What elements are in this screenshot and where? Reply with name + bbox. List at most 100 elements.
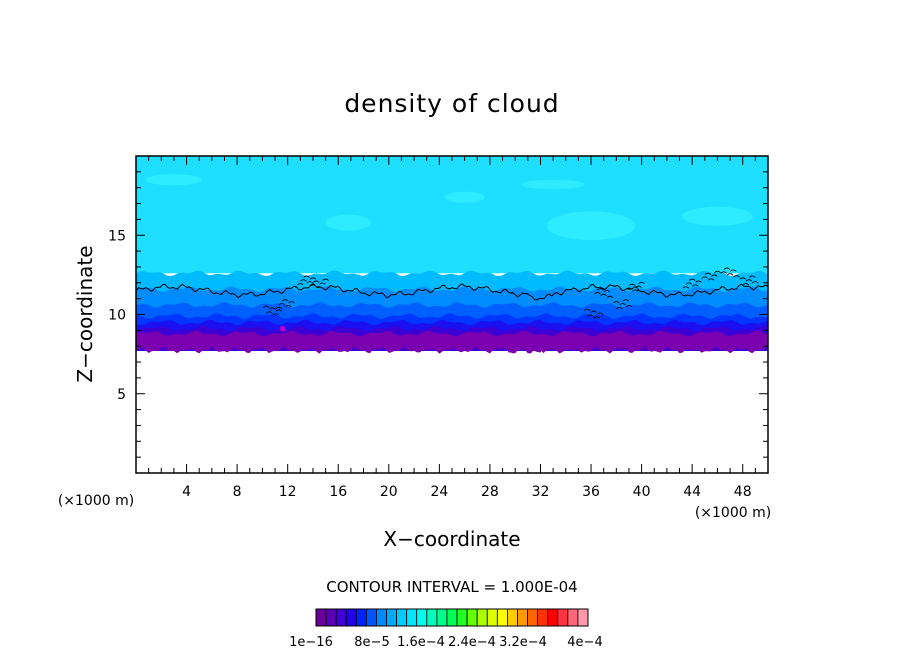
x-tick-label: 36 bbox=[582, 484, 600, 500]
contour-wiggle bbox=[622, 299, 630, 302]
contour-wiggle bbox=[322, 278, 329, 281]
colorbar-swatch bbox=[476, 608, 488, 627]
colorbar-swatch bbox=[486, 608, 498, 627]
contour-wiggle bbox=[300, 279, 307, 282]
y-tick-label: 15 bbox=[108, 228, 126, 244]
colorbar-label: 4e−4 bbox=[567, 635, 602, 650]
x-tick-label: 28 bbox=[481, 484, 499, 500]
colorbar-swatch bbox=[537, 608, 549, 627]
contour-wiggle bbox=[285, 304, 292, 308]
contour-wiggle bbox=[723, 267, 731, 270]
colorbar-swatch bbox=[406, 608, 418, 627]
x-tick-label: 40 bbox=[633, 484, 651, 500]
colorbar-swatch bbox=[355, 608, 367, 627]
contour-wiggle bbox=[631, 289, 639, 292]
contour-wiggle bbox=[714, 270, 721, 273]
cloud-density-field bbox=[136, 156, 768, 354]
contour-wiggle bbox=[695, 280, 702, 283]
contour-wiggle bbox=[597, 288, 604, 291]
contour-wiggle bbox=[309, 277, 317, 280]
contour-speckles bbox=[262, 267, 759, 319]
contour-wiggle bbox=[616, 306, 623, 310]
contour-interval: CONTOUR INTERVAL = 1.000E-04 bbox=[326, 578, 577, 596]
x-tick-label: 48 bbox=[734, 484, 752, 500]
colorbar-swatch bbox=[446, 608, 458, 627]
colorbar-swatch bbox=[577, 608, 589, 627]
colorbar-swatch bbox=[567, 608, 579, 627]
contour-wiggle bbox=[745, 279, 753, 282]
contour-wiggle bbox=[600, 293, 607, 297]
x-tick-label: 24 bbox=[430, 484, 448, 500]
contour-wiggle bbox=[278, 303, 286, 306]
cloud-region-upper bbox=[136, 156, 768, 274]
colorbar-swatch bbox=[315, 608, 327, 627]
colorbar-swatch bbox=[396, 608, 408, 627]
colorbar-swatch bbox=[557, 608, 569, 627]
contour-wiggle bbox=[625, 304, 633, 308]
cloud-light-patch bbox=[325, 214, 372, 231]
density-spot bbox=[279, 325, 286, 332]
cloud-light-patch bbox=[444, 191, 485, 203]
contour-wiggle bbox=[319, 282, 326, 285]
contour-wiggle bbox=[594, 291, 601, 295]
plot-area bbox=[135, 155, 769, 474]
colorbar-swatch bbox=[335, 608, 347, 627]
cloud-light-patch bbox=[682, 206, 753, 226]
contour-wiggle bbox=[315, 286, 323, 289]
cloud-light-patch bbox=[546, 211, 636, 241]
colorbar-swatch bbox=[547, 608, 559, 627]
colorbar-label: 8e−5 bbox=[354, 635, 389, 650]
colorbar-swatch bbox=[426, 608, 438, 627]
contour-wiggle bbox=[587, 314, 594, 317]
contour-wiggle bbox=[583, 308, 591, 311]
contour-wiggle bbox=[596, 312, 604, 315]
y-tick-label: 10 bbox=[108, 308, 126, 324]
x-tick-labels: 4 8 12 16 20 24 28 32 36 40 44 48 bbox=[182, 484, 752, 500]
colorbar-label: 3.2e−4 bbox=[499, 635, 547, 650]
x-tick-label: 8 bbox=[233, 484, 242, 500]
contour-wiggle bbox=[312, 280, 320, 283]
colorbar-swatch bbox=[345, 608, 357, 627]
y-tick-label: 5 bbox=[117, 387, 126, 403]
contour-wiggle bbox=[275, 309, 283, 312]
contour-wiggle bbox=[619, 303, 626, 306]
chart-title: density of cloud bbox=[344, 89, 559, 118]
contour-wiggle bbox=[272, 313, 279, 316]
colorbar-swatch bbox=[325, 608, 337, 627]
colorbar-swatch bbox=[365, 608, 377, 627]
contour-wiggle bbox=[701, 276, 709, 279]
x-tick-label: 12 bbox=[279, 484, 297, 500]
contour-wiggle bbox=[309, 284, 317, 287]
contour-wiggle bbox=[682, 286, 690, 289]
x-tick-label: 20 bbox=[380, 484, 398, 500]
cloud-band bbox=[136, 273, 768, 354]
x-unit-left: (×1000 m) bbox=[58, 493, 134, 509]
cloud-base-fringe bbox=[136, 336, 768, 354]
contour-wiggle bbox=[729, 269, 737, 272]
contour-wiggle bbox=[638, 281, 645, 285]
colorbar-swatch bbox=[376, 608, 387, 627]
contour-wiggle bbox=[704, 272, 712, 275]
colorbar-label: 1e−16 bbox=[289, 635, 333, 650]
contour-wiggle bbox=[303, 275, 310, 278]
colorbar-label: 2.4e−4 bbox=[448, 635, 496, 650]
cloud-light-patch bbox=[521, 179, 585, 190]
contour-wiggle bbox=[593, 316, 601, 319]
colorbar-swatch bbox=[466, 608, 478, 627]
contour-wiggle bbox=[692, 284, 699, 287]
contour-wiggle bbox=[739, 277, 747, 280]
x-tick-label: 4 bbox=[182, 484, 191, 500]
contour-wiggle bbox=[635, 285, 642, 288]
colorbar-swatch bbox=[507, 608, 518, 627]
contour-wiggle bbox=[710, 274, 718, 277]
colorbar-label: 1.6e−4 bbox=[397, 635, 445, 650]
contour-wiggle bbox=[266, 311, 273, 314]
x-tick-label: 16 bbox=[329, 484, 347, 500]
colorbar bbox=[315, 608, 589, 627]
x-axis-label: X−coordinate bbox=[383, 527, 520, 551]
colorbar-swatch bbox=[456, 608, 468, 627]
x-tick-label: 44 bbox=[683, 484, 701, 500]
contour-wiggle bbox=[613, 301, 620, 304]
contour-wiggle bbox=[752, 281, 759, 284]
